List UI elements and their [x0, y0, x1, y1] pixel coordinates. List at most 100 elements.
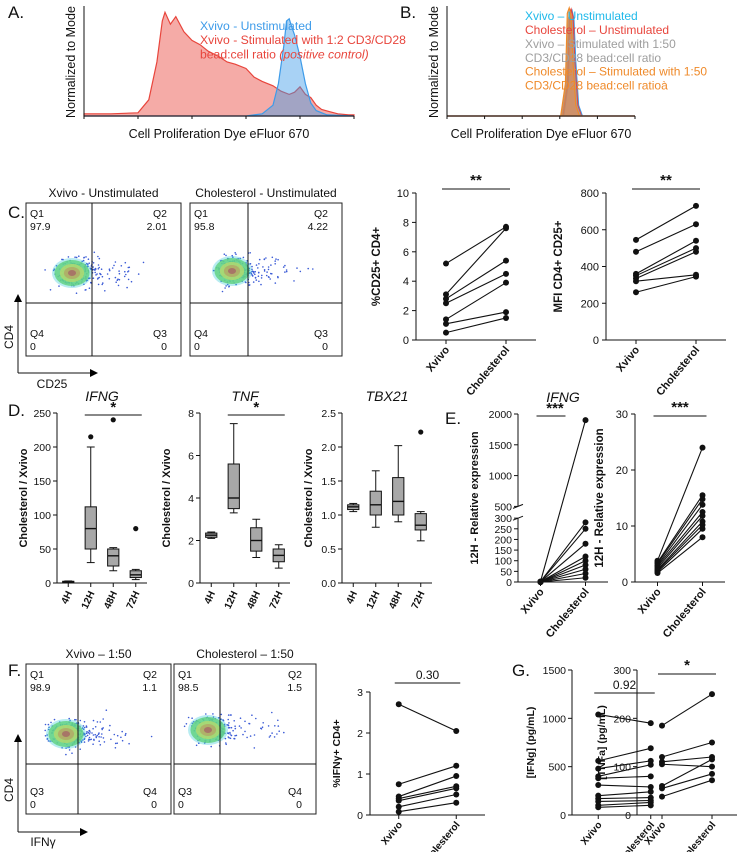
event-dot — [260, 727, 262, 730]
data-point — [582, 519, 589, 526]
data-point — [582, 561, 589, 568]
event-dot — [251, 268, 253, 271]
paired-line — [398, 703, 457, 732]
y-tick-label: 4 — [403, 276, 409, 288]
event-dot — [283, 731, 285, 734]
event-dot — [101, 728, 103, 731]
data-point — [659, 761, 665, 768]
paired-line — [598, 801, 651, 806]
data-point — [709, 739, 715, 746]
y-tick-label: 3 — [357, 687, 363, 699]
event-dot — [263, 258, 266, 261]
event-dot — [227, 732, 230, 735]
event-dot — [98, 740, 100, 742]
data-point — [443, 295, 449, 302]
event-dot — [225, 743, 227, 746]
chart-title: IFNG — [85, 388, 119, 404]
y-axis-label: Normalized to Mode — [427, 6, 441, 118]
data-point — [595, 782, 602, 789]
y-tick-label: 800 — [581, 188, 599, 200]
event-dot — [254, 277, 257, 279]
panel-letter-F: F. — [8, 661, 21, 680]
y-tick-label: 250 — [33, 408, 51, 420]
event-dot — [97, 277, 99, 280]
data-point — [395, 803, 402, 810]
significance-label: 0.30 — [416, 668, 440, 682]
data-point — [659, 754, 665, 760]
event-dot — [230, 726, 233, 729]
significance-label: 0.92 — [613, 678, 637, 692]
event-dot — [142, 261, 145, 264]
event-dot — [274, 725, 276, 727]
event-dot — [118, 278, 121, 281]
x-tick-label: 72H — [268, 590, 286, 611]
event-dot — [102, 737, 105, 739]
y-axis-label: Normalized to Mode — [64, 6, 78, 118]
event-dot — [230, 734, 232, 737]
event-dot — [255, 279, 258, 281]
data-point — [699, 525, 706, 532]
y-tick-label: 2 — [357, 728, 363, 740]
data-point — [709, 777, 715, 784]
event-dot — [114, 261, 117, 263]
y-tick-label: 300 — [494, 513, 512, 525]
event-dot — [273, 736, 276, 738]
event-dot — [195, 744, 198, 747]
F-left-quadrant-Q4-value: 0 — [151, 799, 157, 811]
flow-x-label-F: IFNγ — [30, 835, 55, 849]
outlier-point — [418, 429, 424, 435]
x-axis-ticks — [446, 116, 636, 119]
event-dot — [225, 254, 227, 257]
event-dot — [274, 260, 277, 262]
event-dot — [268, 736, 271, 738]
paired-line — [598, 797, 651, 800]
density-ring — [227, 268, 237, 274]
panel-letter-B: B. — [400, 3, 416, 22]
y-tick-label: 6 — [403, 247, 409, 259]
C-left-quadrant-Q3-label: Q3 — [153, 328, 167, 340]
paired-line — [657, 528, 703, 573]
F-right-quadrant-Q1-label: Q1 — [178, 669, 192, 681]
event-dot — [249, 252, 251, 254]
event-dot — [98, 266, 100, 269]
paired-line — [445, 317, 507, 334]
significance-label: *** — [671, 399, 689, 416]
y-tick-label: 2.0 — [321, 442, 336, 454]
event-dot — [225, 285, 227, 287]
x-tick-label: 12H — [365, 590, 383, 611]
arrow-head-right-F — [80, 828, 88, 836]
paired-line — [540, 577, 586, 583]
y-tick-label: 200 — [581, 298, 599, 310]
event-dot — [244, 730, 246, 733]
y-tick-label: 20 — [616, 465, 628, 477]
event-dot — [71, 752, 73, 754]
chart-title: TBX21 — [366, 388, 409, 404]
y-tick-label: 0.5 — [321, 544, 336, 556]
y-tick-label: 1 — [357, 769, 363, 781]
data-point — [443, 329, 449, 336]
data-point — [647, 802, 654, 809]
event-dot — [228, 726, 231, 729]
F-left-quadrant-Q3-label: Q3 — [30, 786, 44, 798]
y-tick-label: 200 — [33, 442, 51, 454]
data-point — [453, 785, 460, 792]
event-dot — [108, 729, 111, 731]
event-dot — [116, 734, 119, 737]
event-dot — [68, 749, 71, 751]
C-left-plot-frame — [25, 202, 182, 357]
y-tick-label: 1.5 — [321, 476, 336, 488]
data-point — [595, 757, 602, 764]
C-left-plot-title: Xvivo - Unstimulated — [48, 186, 158, 200]
y-tick-label: 1000 — [543, 713, 567, 725]
paired-line — [656, 447, 704, 561]
box — [414, 513, 427, 531]
y-tick-label: 30 — [616, 409, 628, 421]
C-left-quadrant-Q3-value: 0 — [161, 341, 167, 353]
data-point — [443, 316, 449, 323]
event-dot — [94, 269, 96, 271]
event-dot — [83, 737, 86, 740]
paired-line — [657, 536, 703, 574]
event-dot — [261, 726, 264, 728]
data-point — [633, 289, 639, 296]
event-dot — [266, 271, 268, 273]
